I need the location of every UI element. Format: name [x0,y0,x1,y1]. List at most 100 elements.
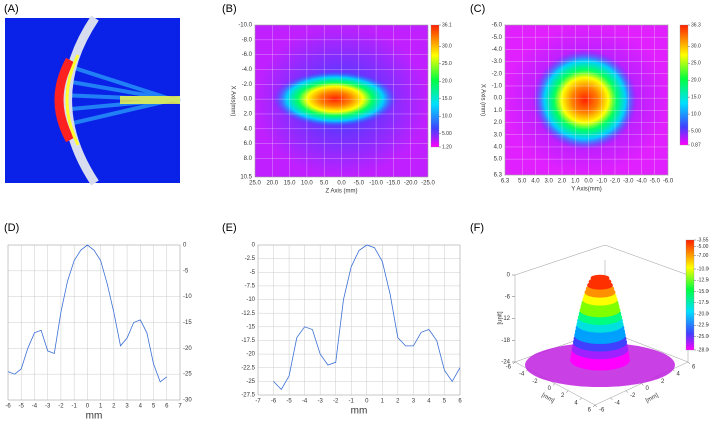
y-tick-label: -10 [183,294,192,300]
y-tick-label: -5 [183,268,189,274]
colorbar [679,24,689,146]
x-tick-label: -7 [255,399,261,405]
y-tick-label: -6.0 [242,52,253,58]
x-tick-label: -6 [271,399,277,405]
x-tick-label: 5 [152,404,156,410]
x-tick-label: -20.0 [404,181,418,187]
colorbar-label: -10.00 [697,266,709,272]
x-tick-label: 7 [178,404,182,410]
x-tick-label: 6 [165,404,169,410]
x-tick [512,361,516,365]
y-tick-label: 3.0 [494,132,503,138]
y-tick-label: 1.0 [494,108,503,114]
x-tick-label: 4 [574,400,578,406]
y-tick-label: 2.0 [244,112,253,118]
colorbar-label: -25.00 [697,334,709,340]
y-tick-label: -4.0 [492,47,503,53]
x-tick-label: -5 [19,404,25,410]
y-tick-label: 2.0 [494,120,503,126]
x-tick-label: -1.0 [597,179,608,185]
colorbar-label: -3.55 [697,237,709,243]
y-tick-label: 0 [183,243,187,249]
y-tick-label: 4.0 [494,145,503,151]
y-tick-label: -4.0 [242,67,253,73]
x-tick-label: -1 [349,399,355,405]
colorbar [685,239,695,351]
colorbar-label: -17.50 [697,300,709,306]
x-tick [552,383,556,386]
x-axis-label: Y Axis(mm) [571,187,602,193]
y-tick-label: -2.0 [242,82,253,88]
y-tick-label: -6.0 [492,23,503,29]
y-tick [641,383,644,386]
colorbar-label: 20.0 [442,79,452,85]
x-tick-label: 0.0 [337,181,346,187]
x-tick [579,397,582,401]
x-tick-label: 3.0 [545,179,554,185]
colorbar-label: 5.00 [691,128,701,134]
line [273,244,461,391]
y-tick-label: 0.0 [244,97,253,103]
panel-label: (A) [4,3,19,15]
y-tick-label: -4 [615,400,621,406]
x-tick-label: 6.3 [501,179,510,185]
colorbar-label: 36.3 [691,22,701,28]
y-tick-label: 8.0 [244,156,253,162]
colorbar-label: 30.0 [442,44,452,50]
colorbar-label: 15.0 [442,96,452,102]
y-tick-label: -5.0 [492,35,503,41]
x-tick-label: -5 [286,399,292,405]
x-tick-label: 6 [588,408,592,414]
x-tick-label: 5.0 [320,181,329,187]
colorbar-label: 1.20 [442,144,452,150]
colorbar-label: -5.00 [697,244,709,250]
y-tick-label: -27.5 [241,393,255,399]
panel-label: (F) [470,222,484,234]
y-tick-label: -12.5 [241,311,255,317]
y-tick-label: -20 [183,346,192,352]
x-tick-label: -10.0 [369,181,383,187]
x-tick-label: -6.0 [663,179,674,185]
z-tick-label: -24 [501,360,510,366]
colorbar-label: 15.0 [691,94,701,100]
colorbar-label: 25.0 [691,61,701,67]
x-tick-label: 1 [381,399,385,405]
x-tick-label: 2.0 [558,179,567,185]
x-tick-label: -2 [58,404,64,410]
y-tick-label: -10.0 [238,23,252,29]
y-tick-label: 0.0 [494,96,503,102]
x-tick-label: -3 [317,399,323,405]
colorbar-label: -20.00 [697,311,709,317]
colorbar-label: 10.0 [442,114,452,120]
x-tick-label: -1 [71,404,77,410]
y-tick-label: -25 [183,372,192,378]
x-tick-label: 20.0 [266,181,278,187]
colorbar-label: -12.50 [697,278,709,284]
x-tick-label: -4 [302,399,308,405]
heatmap-image [505,25,668,175]
y-tick-label: 0 [646,386,650,392]
colorbar-label: -7.00 [697,253,709,259]
panel-label: (B) [222,3,237,15]
colorbar-label: 5.00 [442,131,452,137]
x-tick-label: -4.0 [636,179,647,185]
x-tick-label: -5.0 [650,179,661,185]
colorbar-label: -22.50 [697,323,709,329]
y-tick-label: -10 [246,297,255,303]
y-axis-label: X Axis(mm) [229,86,235,117]
colorbar-label: -15.00 [697,289,709,295]
x-tick-label: 1.0 [571,179,580,185]
z-tick-label: 0 [507,273,511,279]
x-axis-label: mm [86,411,103,422]
surface [590,274,610,282]
x-tick-label: -4 [519,372,525,378]
x-tick-label: -6 [506,365,512,371]
x-tick-label: 0.0 [584,179,593,185]
x-axis-label: mm [351,406,368,417]
y-tick-label: 0 [252,243,256,249]
y-tick-label: -6 [599,408,605,414]
colorbar-label: 30.0 [691,44,701,50]
plot-frame [7,244,181,401]
x-tick-label: 3 [412,399,416,405]
